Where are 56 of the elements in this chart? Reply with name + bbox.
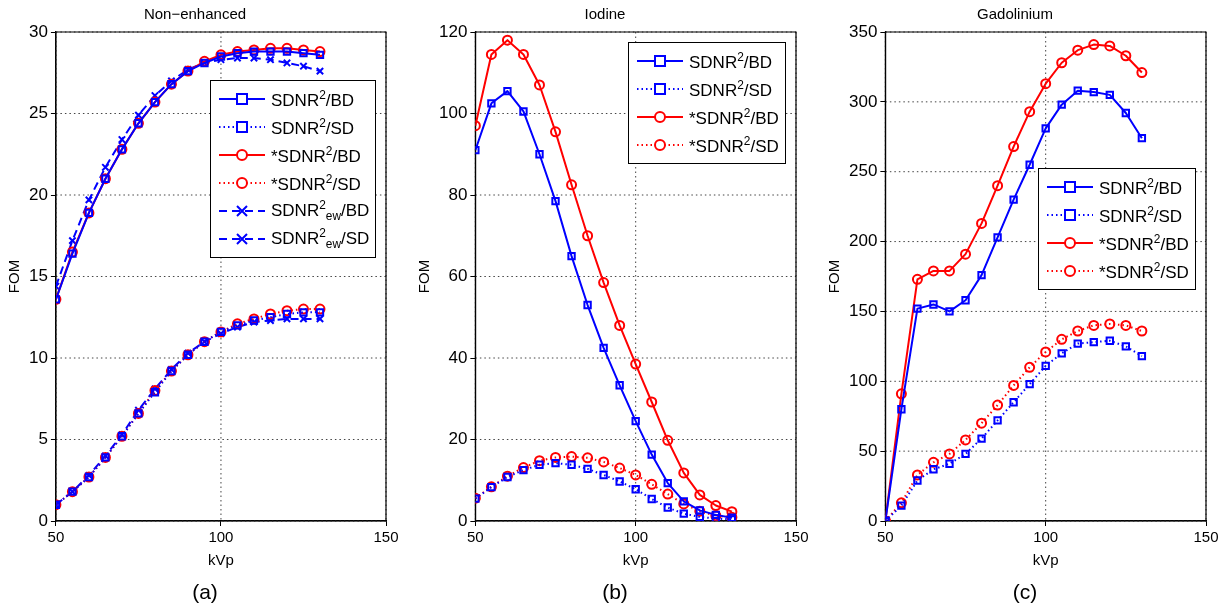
x-tick-label: 100 <box>1033 528 1059 546</box>
x-tick-label: 50 <box>877 528 894 546</box>
y-tick-label: 50 <box>858 440 878 460</box>
y-tick-label: 150 <box>848 301 878 321</box>
legend-label: *SDNR$^{2}$/BD <box>271 143 361 167</box>
legend-label: SDNR$^{2}$/SD <box>689 77 773 101</box>
chart-title: Gadolinium <box>977 5 1053 23</box>
y-axis-title: FOM <box>5 259 23 294</box>
x-axis-title: kVp <box>1032 551 1059 569</box>
legend-label: *SDNR$^{2}$/SD <box>689 133 779 157</box>
y-tick-label: 20 <box>448 429 468 449</box>
x-tick-label: 50 <box>467 528 484 546</box>
x-tick-label: 150 <box>1193 528 1219 546</box>
y-tick-label: 25 <box>28 103 48 123</box>
text: (b) <box>601 580 629 604</box>
legend-label: SDNR$^{2}$$_{ew}$/BD <box>271 198 370 224</box>
legend-label: SDNR$^{2}$/SD <box>1099 203 1183 227</box>
legend-label: SDNR$^{2}$/BD <box>1099 175 1183 199</box>
x-axis-title: kVp <box>208 551 234 569</box>
legend-label: SDNR$^{2}$$_{ew}$/SD <box>271 226 370 252</box>
y-tick-label: 5 <box>38 429 48 449</box>
chart-title: Non−enhanced <box>143 5 247 23</box>
y-tick-label: 350 <box>848 21 878 41</box>
legend-label: *SDNR$^{2}$/BD <box>1099 231 1189 255</box>
legend-label: *SDNR$^{2}$/SD <box>271 171 361 195</box>
y-tick-label: 100 <box>438 103 468 123</box>
chart-title: Iodine <box>584 5 626 23</box>
y-tick-label: 0 <box>867 510 878 530</box>
y-tick-label: 120 <box>438 21 468 41</box>
legend-label: SDNR$^{2}$/BD <box>689 49 773 73</box>
y-tick-label: 15 <box>28 266 48 286</box>
x-tick-label: 150 <box>783 528 809 546</box>
y-tick-label: 30 <box>28 21 48 41</box>
y-axis-title: FOM <box>825 259 843 294</box>
y-tick-label: 250 <box>848 161 878 181</box>
y-tick-label: 300 <box>848 91 878 111</box>
y-axis-title: FOM <box>415 259 433 294</box>
x-tick-label: 100 <box>208 528 234 546</box>
x-tick-label: 150 <box>373 528 399 546</box>
legend-label: SDNR$^{2}$/BD <box>271 87 355 111</box>
legend-label: *SDNR$^{2}$/SD <box>1099 259 1189 283</box>
legend-label: SDNR$^{2}$/SD <box>271 115 355 139</box>
legend-label: *SDNR$^{2}$/BD <box>689 105 779 129</box>
y-tick-label: 40 <box>448 347 468 367</box>
y-tick-label: 200 <box>848 231 878 251</box>
y-tick-label: 20 <box>28 184 48 204</box>
y-tick-label: 80 <box>448 184 468 204</box>
y-tick-label: 0 <box>38 510 48 530</box>
text: (c) <box>1011 580 1039 604</box>
y-tick-label: 10 <box>28 347 48 367</box>
x-axis-title: kVp <box>622 551 649 569</box>
text: (a) <box>191 580 219 604</box>
x-tick-label: 100 <box>623 528 649 546</box>
y-tick-label: 100 <box>848 370 878 390</box>
y-tick-label: 0 <box>457 510 468 530</box>
y-tick-label: 60 <box>448 266 468 286</box>
